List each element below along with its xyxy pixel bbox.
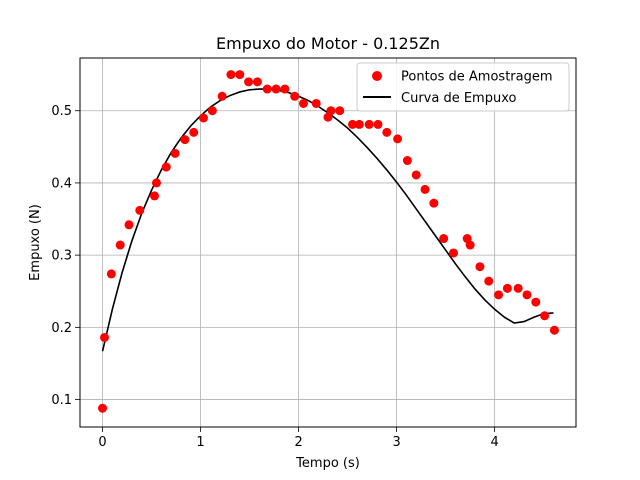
grid-lines [80, 58, 576, 427]
legend-label-curve: Curva de Empuxo [401, 91, 516, 106]
sample-point [226, 70, 236, 80]
sample-point [189, 127, 199, 137]
sample-point [170, 148, 180, 158]
sample-point [364, 119, 374, 129]
sample-point [484, 276, 494, 286]
sample-point [513, 283, 523, 293]
sample-point [348, 119, 358, 129]
sample-point [235, 70, 245, 80]
sample-point [549, 325, 559, 335]
legend-marker-points [372, 71, 382, 81]
legend: Pontos de Amostragem Curva de Empuxo [356, 62, 570, 112]
axis-ticks: 0 1 2 3 4 0.1 0.2 0.3 0.4 0.5 [51, 104, 498, 450]
sample-point [354, 119, 364, 129]
sample-point [207, 106, 217, 116]
sample-point [402, 156, 412, 166]
sample-point [217, 91, 227, 101]
sample-point [502, 283, 512, 293]
y-tick-label: 0.1 [51, 393, 72, 408]
chart-title: Empuxo do Motor - 0.125Zn [216, 34, 440, 53]
y-tick-label: 0.2 [51, 321, 72, 336]
sample-point [373, 119, 383, 129]
points-layer [98, 70, 559, 413]
y-axis-label: Empuxo (N) [28, 204, 43, 281]
y-tick-label: 0.4 [51, 176, 72, 191]
sample-point [465, 240, 475, 250]
sample-point [475, 262, 485, 272]
sample-point [199, 113, 209, 123]
sample-point [180, 135, 190, 145]
sample-point [393, 134, 403, 144]
x-tick-label: 4 [490, 435, 498, 450]
sample-point [335, 106, 345, 116]
sample-point [531, 297, 541, 307]
plot-frame [79, 57, 577, 428]
sample-point [298, 98, 308, 108]
sample-point [540, 311, 550, 321]
sample-point [252, 77, 262, 87]
sample-point [494, 290, 504, 300]
sample-point [151, 178, 161, 188]
sample-point [124, 220, 134, 230]
x-tick-label: 3 [392, 435, 400, 450]
sample-point [106, 269, 116, 279]
sample-point [311, 98, 321, 108]
sample-point [135, 205, 145, 215]
sample-point [280, 84, 290, 94]
sample-point [382, 127, 392, 137]
sample-point [439, 234, 449, 244]
sample-point [326, 106, 336, 116]
sample-point [420, 184, 430, 194]
sample-point [429, 198, 439, 208]
sample-point [100, 332, 110, 342]
sample-point [98, 403, 108, 413]
legend-label-points: Pontos de Amostragem [401, 70, 553, 85]
x-axis-label: Tempo (s) [295, 456, 360, 471]
sample-point [244, 77, 254, 87]
sample-point [150, 191, 159, 201]
legend-box [356, 62, 570, 112]
x-tick-label: 0 [98, 435, 106, 450]
sample-point [161, 162, 171, 172]
sample-point [522, 290, 532, 300]
sample-point [290, 91, 300, 101]
sample-point [271, 84, 281, 94]
x-tick-label: 2 [294, 435, 302, 450]
sample-point [411, 170, 421, 180]
sample-point [448, 248, 458, 258]
y-tick-label: 0.5 [51, 104, 72, 119]
x-tick-label: 1 [196, 435, 204, 450]
sample-point [262, 84, 272, 94]
sample-point [115, 240, 125, 250]
y-tick-label: 0.3 [51, 249, 72, 264]
